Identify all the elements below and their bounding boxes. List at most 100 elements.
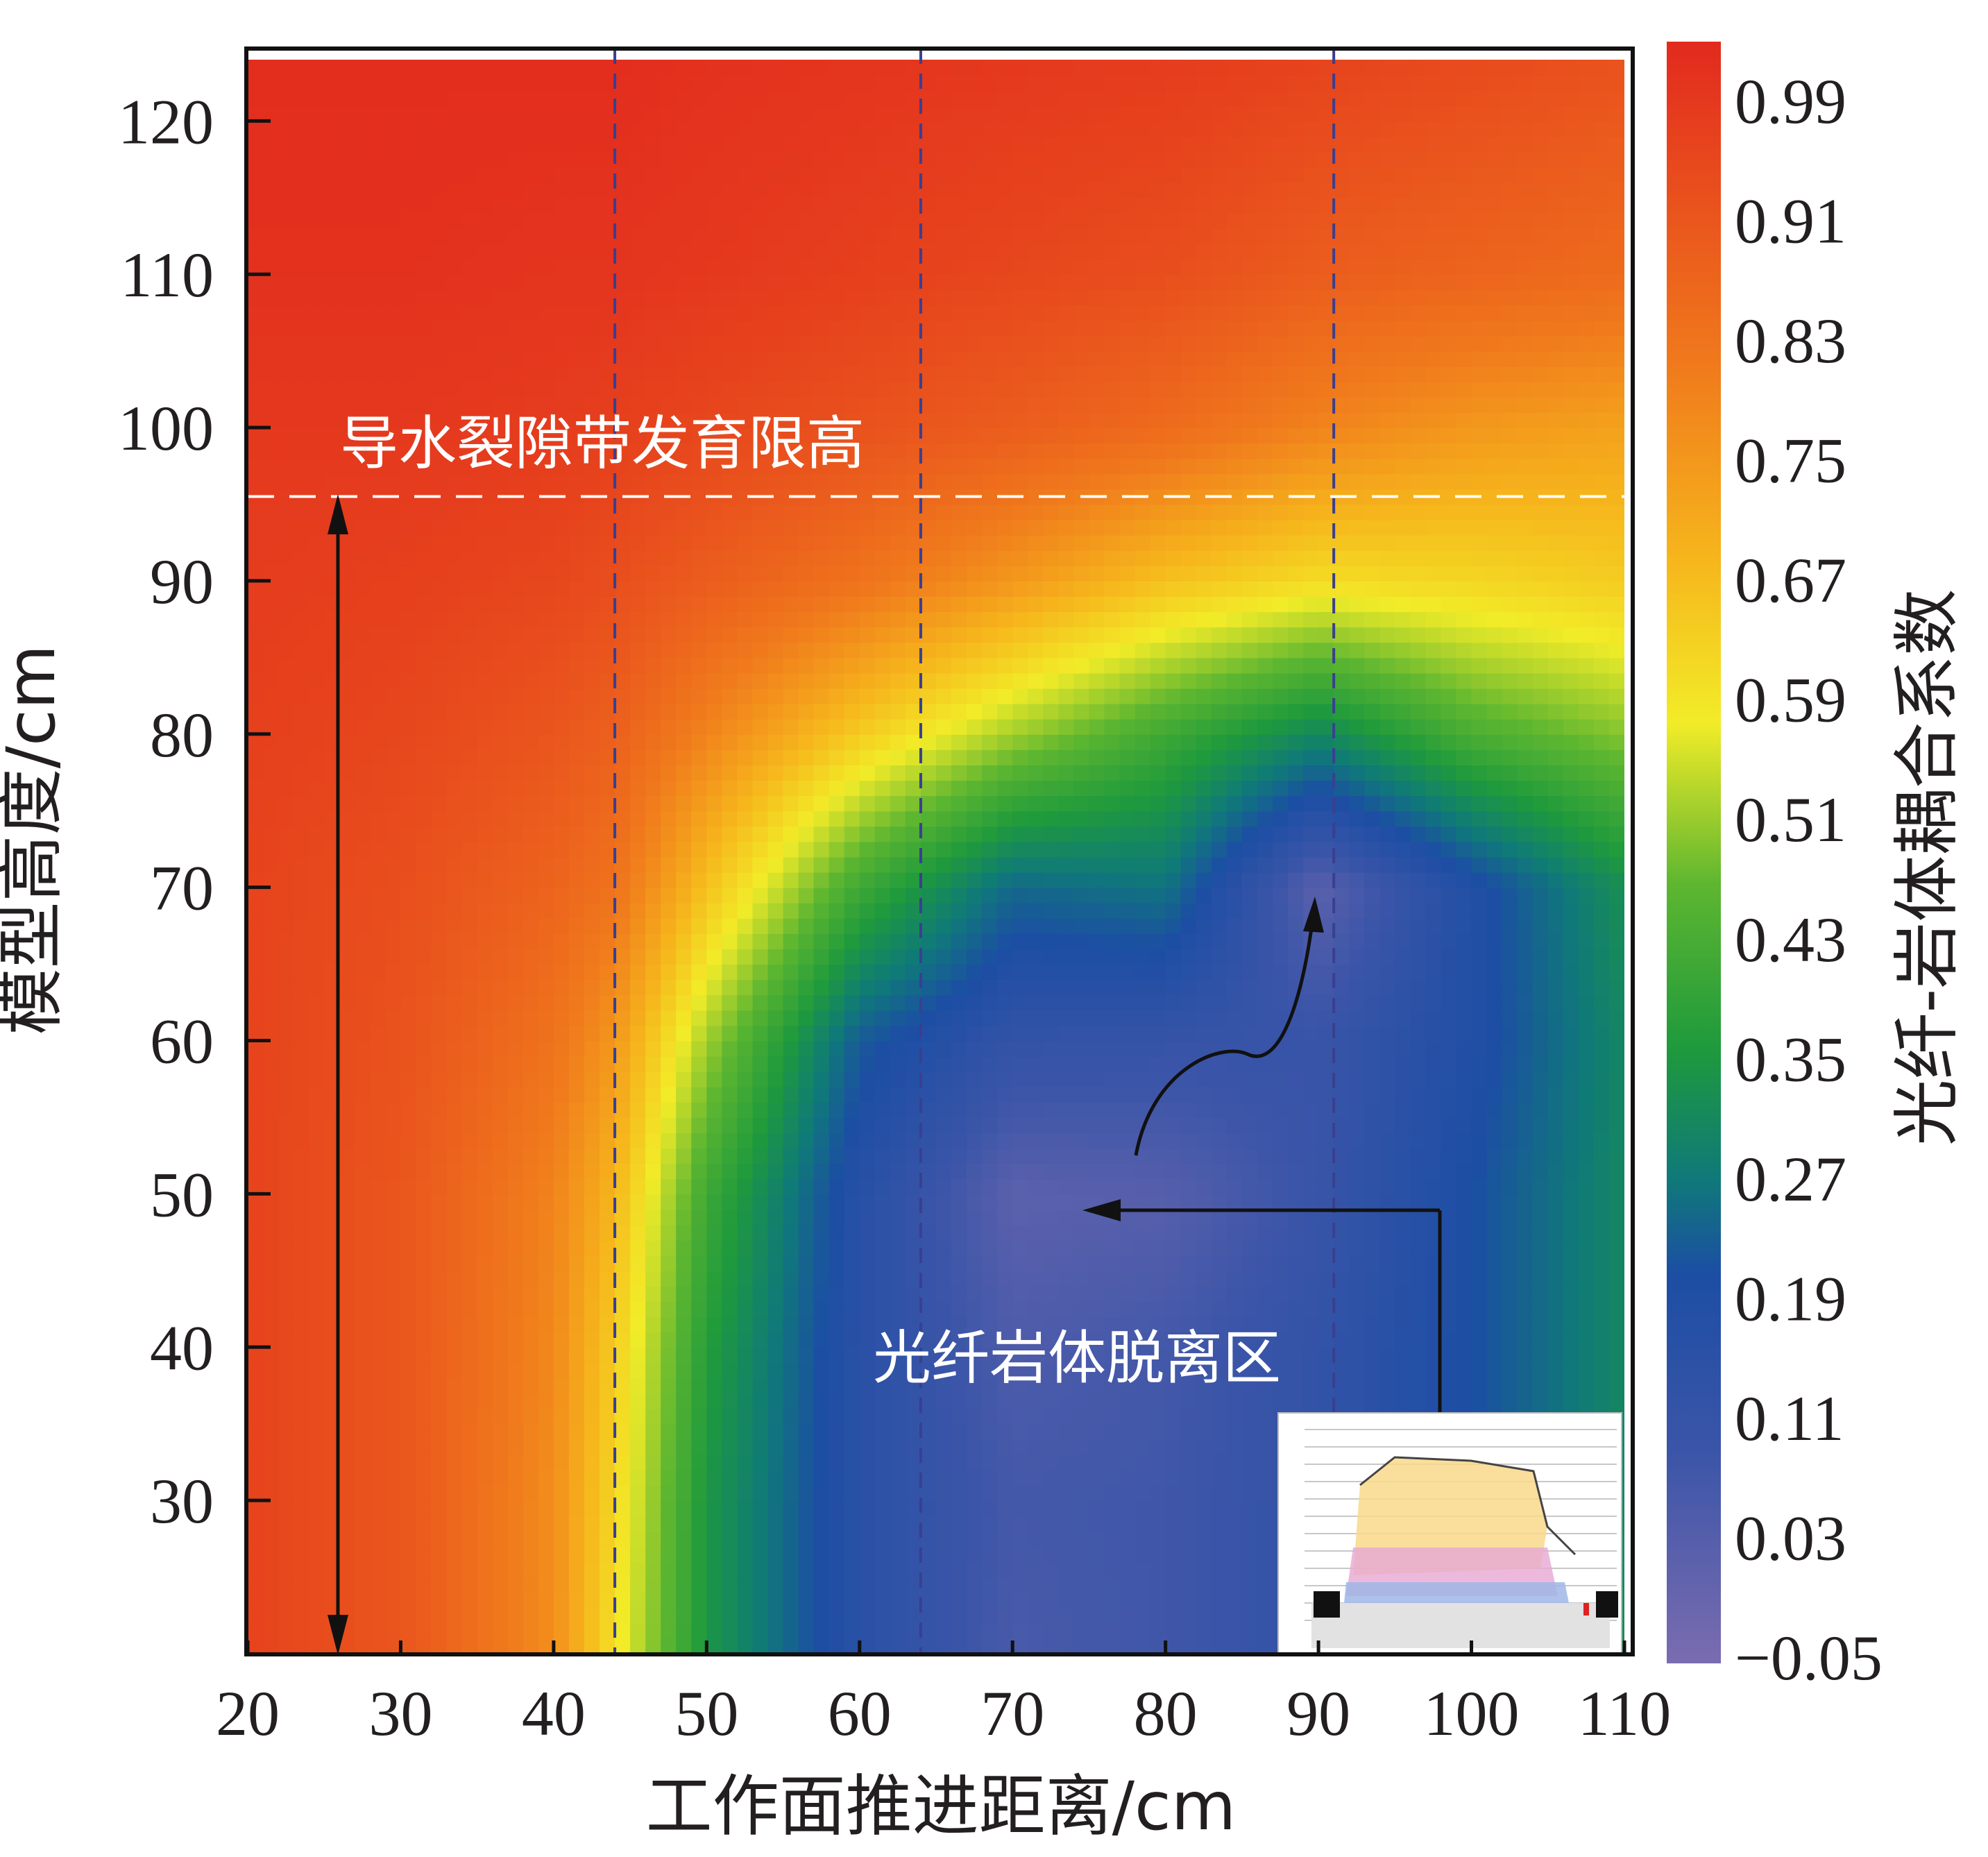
heatmap-cell (431, 1500, 448, 1517)
heatmap-cell (568, 259, 585, 275)
heatmap-cell (783, 366, 799, 382)
heatmap-cell (553, 749, 570, 765)
heatmap-cell (798, 105, 815, 122)
heatmap-cell (829, 259, 845, 275)
heatmap-cell (355, 780, 371, 797)
heatmap-cell (446, 305, 463, 321)
heatmap-cell (339, 1224, 356, 1241)
heatmap-cell (844, 703, 860, 720)
heatmap-cell (477, 289, 493, 306)
heatmap-cell (967, 964, 983, 981)
heatmap-cell (813, 627, 830, 643)
heatmap-cell (278, 811, 295, 827)
heatmap-cell (951, 504, 967, 520)
heatmap-cell (874, 657, 891, 674)
heatmap-cell (676, 1270, 693, 1287)
heatmap-cell (385, 1285, 402, 1302)
heatmap-cell (890, 718, 906, 735)
heatmap-cell (630, 1224, 647, 1241)
heatmap-cell (951, 90, 967, 107)
heatmap-cell (431, 1285, 448, 1302)
heatmap-cell (507, 1040, 524, 1057)
heatmap-cell (967, 1470, 983, 1486)
heatmap-cell (905, 1577, 921, 1593)
heatmap-cell (553, 550, 570, 566)
heatmap-cell (752, 1117, 769, 1134)
heatmap-cell (645, 1577, 662, 1593)
heatmap-cell (661, 197, 677, 214)
heatmap-cell (844, 1470, 860, 1486)
heatmap-cell (461, 1209, 478, 1226)
heatmap-cell (263, 1209, 279, 1226)
heatmap-cell (921, 580, 937, 597)
heatmap-cell (538, 1393, 554, 1409)
heatmap-cell (767, 1362, 784, 1379)
heatmap-cell (431, 473, 448, 490)
heatmap-cell (844, 396, 860, 413)
heatmap-cell (951, 458, 967, 475)
heatmap-cell (676, 703, 693, 720)
heatmap-cell (936, 1101, 952, 1118)
heatmap-cell (431, 550, 448, 566)
heatmap-cell (309, 244, 325, 260)
heatmap-cell (905, 1454, 921, 1470)
heatmap-cell (477, 718, 493, 735)
heatmap-cell (553, 565, 570, 582)
heatmap-cell (584, 1316, 600, 1333)
heatmap-cell (630, 504, 647, 520)
heatmap-cell (538, 596, 554, 613)
heatmap-cell (248, 228, 264, 245)
heatmap-cell (691, 427, 708, 444)
heatmap-cell (477, 212, 493, 229)
heatmap-cell (324, 856, 341, 873)
heatmap-cell (783, 1516, 799, 1532)
heatmap-cell (737, 703, 754, 720)
heatmap-cell (278, 244, 295, 260)
heatmap-cell (339, 1485, 356, 1502)
heatmap-cell (431, 1607, 448, 1624)
heatmap-cell (752, 1423, 769, 1440)
heatmap-cell (615, 90, 631, 107)
heatmap-cell (309, 672, 325, 689)
heatmap-cell (309, 1439, 325, 1455)
heatmap-cell (722, 197, 738, 214)
heatmap-cell (859, 1163, 876, 1180)
heatmap-cell (400, 872, 417, 888)
heatmap-cell (309, 703, 325, 720)
heatmap-cell (431, 1485, 448, 1502)
heatmap-cell (691, 964, 708, 981)
heatmap-cell (706, 1592, 723, 1609)
heatmap-cell (248, 1270, 264, 1287)
heatmap-cell (691, 1546, 708, 1563)
heatmap-cell (813, 412, 830, 429)
heatmap-cell (967, 703, 983, 720)
heatmap-cell (600, 1148, 615, 1164)
heatmap-cell (691, 305, 708, 321)
heatmap-cell (844, 1347, 860, 1364)
heatmap-cell (783, 167, 799, 183)
heatmap-cell (767, 259, 784, 275)
heatmap-cell (416, 90, 432, 107)
heatmap-cell (783, 780, 799, 797)
heatmap-cell (813, 672, 830, 689)
heatmap-cell (951, 1055, 967, 1072)
heatmap-cell (294, 1316, 310, 1333)
heatmap-cell (615, 60, 631, 76)
heatmap-cell (722, 335, 738, 352)
heatmap-cell (416, 795, 432, 812)
heatmap-cell (370, 151, 386, 168)
heatmap-cell (507, 688, 524, 704)
heatmap-cell (385, 244, 402, 260)
heatmap-cell (676, 780, 693, 797)
heatmap-cell (936, 1209, 952, 1226)
heatmap-cell (737, 1239, 754, 1256)
heatmap-cell (921, 320, 937, 337)
heatmap-cell (752, 458, 769, 475)
heatmap-cell (905, 305, 921, 321)
heatmap-cell (737, 826, 754, 842)
heatmap-cell (446, 841, 463, 858)
heatmap-cell (752, 917, 769, 934)
heatmap-cell (844, 1622, 860, 1639)
heatmap-cell (248, 964, 264, 981)
heatmap-cell (859, 1638, 876, 1654)
